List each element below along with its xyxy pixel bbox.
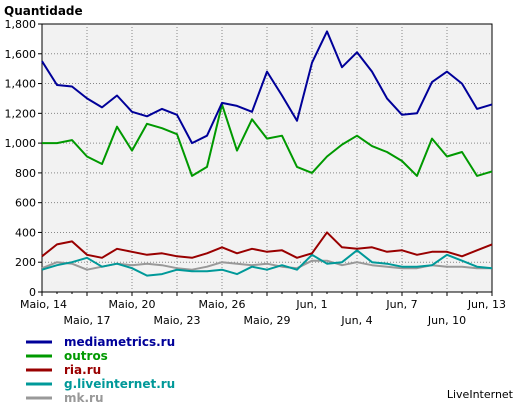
y-tick-label: 1,200 [5, 107, 37, 120]
legend-label: outros [64, 349, 108, 363]
y-tick-label: 600 [15, 197, 36, 210]
y-tick-label: 400 [15, 226, 36, 239]
y-axis: 0 200 400 600 800 1,000 1,200 1,400 1,600 1,800 [5, 18, 42, 299]
series-line-mediametrics-ru [41, 30, 493, 145]
y-tick-label: 1,000 [5, 137, 37, 150]
y-tick-label: 1,400 [5, 78, 37, 91]
x-axis: Maio, 14 Maio, 17 Maio, 20 Maio, 23 Maio, 26… [20, 292, 506, 327]
series-line-outros [42, 103, 493, 177]
y-tick-label: 1,600 [5, 48, 37, 61]
x-tick-label: Jun, 7 [385, 298, 417, 311]
credit-label: LiveInternet [447, 388, 514, 401]
legend-label: g.liveinternet.ru [64, 377, 175, 391]
y-tick-label: 1,800 [5, 18, 37, 31]
y-tick-label: 0 [29, 286, 36, 299]
y-tick-label: 200 [15, 256, 36, 269]
series-layer [41, 30, 493, 277]
x-tick-label: Maio, 26 [198, 298, 245, 311]
x-tick-label: Maio, 14 [20, 298, 67, 311]
chart-title: Quantidade [4, 4, 83, 18]
legend-label: mk.ru [64, 391, 104, 405]
x-tick-label: Maio, 29 [243, 314, 290, 327]
x-tick-label: Maio, 23 [153, 314, 200, 327]
y-tick-label: 800 [15, 167, 36, 180]
x-tick-label: Jun, 10 [427, 314, 466, 327]
series-line-g-liveinternet-ru [41, 249, 493, 277]
legend-label: mediametrics.ru [64, 335, 175, 349]
x-tick-label: Jun, 13 [467, 298, 506, 311]
x-tick-label: Maio, 17 [63, 314, 110, 327]
x-tick-label: Jun, 1 [295, 298, 327, 311]
x-tick-label: Maio, 20 [108, 298, 155, 311]
series-line-ria-ru [41, 231, 493, 259]
legend: mediametrics.ruoutrosria.rug.liveinterne… [26, 335, 175, 405]
x-tick-label: Jun, 4 [340, 314, 372, 327]
legend-label: ria.ru [64, 363, 101, 377]
plot-area [41, 23, 493, 293]
